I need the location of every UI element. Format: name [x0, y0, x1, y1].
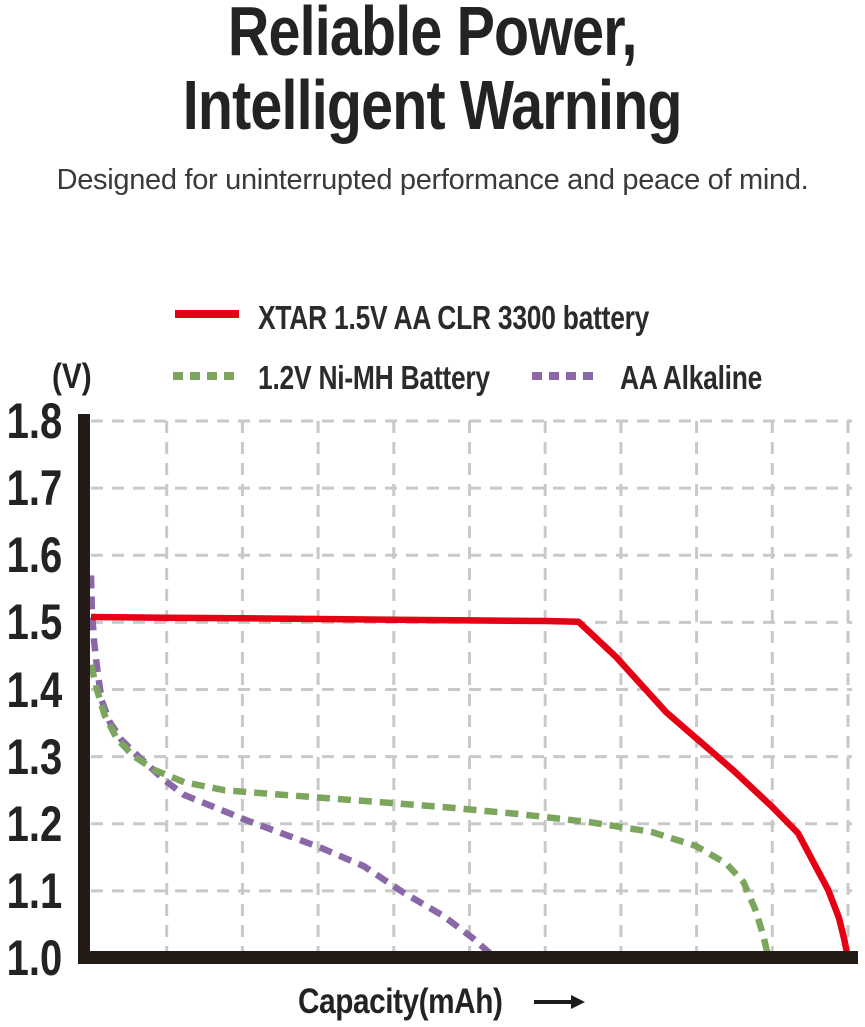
y-tick-label: 1.4: [6, 662, 63, 718]
y-tick-label: 1.8: [6, 393, 63, 449]
legend-label-alkaline: AA Alkaline: [620, 359, 763, 396]
legend-swatch-nimh: [173, 372, 235, 380]
y-tick-label: 1.0: [6, 930, 63, 986]
legend-label-xtar: XTAR 1.5V AA CLR 3300 battery: [258, 299, 650, 336]
title-line-2: Intelligent Warning: [183, 66, 683, 144]
y-tick-label: 1.3: [6, 729, 63, 785]
y-tick-label: 1.5: [6, 594, 63, 650]
legend-label-nimh: 1.2V Ni-MH Battery: [258, 359, 490, 396]
y-tick-label: 1.6: [6, 527, 63, 583]
right-arrow-icon: [533, 994, 585, 1010]
x-axis-label-row: Capacity(mAh): [0, 982, 865, 1022]
subtitle: Designed for uninterrupted performance a…: [56, 164, 809, 196]
legend-swatch-xtar: [175, 310, 239, 318]
x-axis-label: Capacity(mAh): [298, 982, 503, 1021]
legend-swatch-alkaline: [532, 372, 598, 380]
y-axis-unit-label: (V): [52, 357, 92, 396]
page-title: Reliable Power, Intelligent Warning: [0, 0, 865, 142]
y-tick-label: 1.1: [6, 863, 63, 919]
y-tick-label: 1.2: [6, 796, 63, 852]
title-line-1: Reliable Power,: [228, 0, 638, 70]
y-tick-label: 1.7: [6, 460, 63, 516]
